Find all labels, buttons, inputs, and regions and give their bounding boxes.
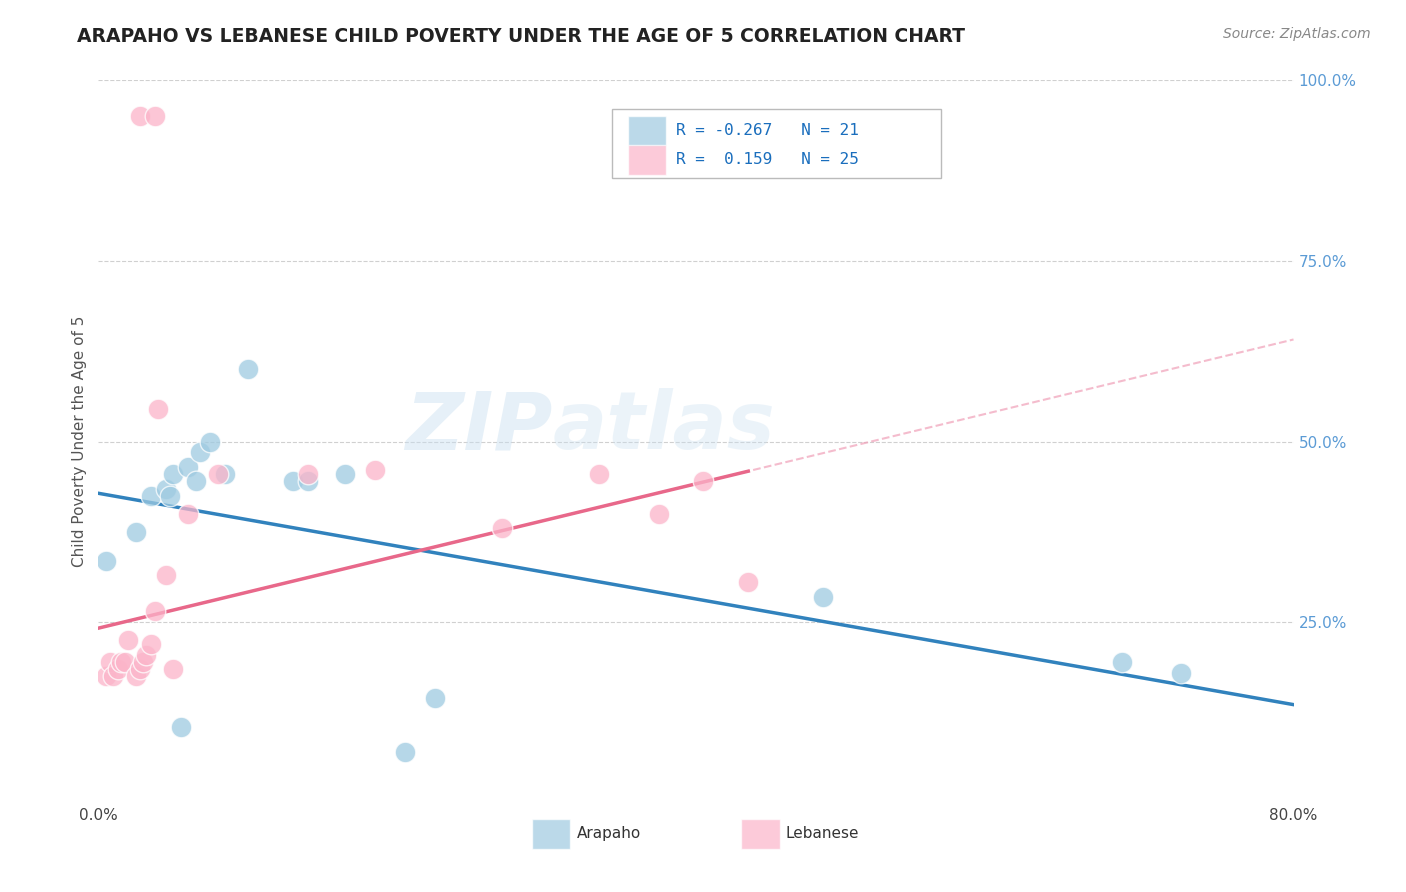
Point bbox=[207, 467, 229, 481]
Point bbox=[692, 475, 714, 489]
Point bbox=[135, 648, 157, 662]
Point bbox=[184, 475, 207, 489]
Point bbox=[125, 524, 148, 539]
Point bbox=[139, 637, 162, 651]
Point bbox=[1170, 665, 1192, 680]
Y-axis label: Child Poverty Under the Age of 5: Child Poverty Under the Age of 5 bbox=[72, 316, 87, 567]
Point bbox=[148, 402, 170, 417]
FancyBboxPatch shape bbox=[628, 116, 666, 146]
Point bbox=[155, 568, 177, 582]
Point bbox=[236, 362, 259, 376]
Point bbox=[143, 110, 166, 124]
Point bbox=[737, 575, 759, 590]
Point bbox=[129, 110, 152, 124]
Point bbox=[162, 467, 184, 481]
Point bbox=[214, 467, 236, 481]
Point bbox=[143, 604, 166, 618]
Point bbox=[94, 554, 117, 568]
Point bbox=[107, 662, 129, 676]
Point bbox=[394, 745, 416, 759]
Point bbox=[98, 655, 122, 669]
Point bbox=[588, 467, 610, 481]
FancyBboxPatch shape bbox=[741, 819, 779, 849]
Point bbox=[297, 475, 319, 489]
Point bbox=[162, 662, 184, 676]
Point bbox=[281, 475, 304, 489]
Point bbox=[188, 445, 211, 459]
Point bbox=[110, 655, 132, 669]
Text: Lebanese: Lebanese bbox=[786, 826, 859, 841]
FancyBboxPatch shape bbox=[533, 819, 571, 849]
Point bbox=[169, 720, 191, 734]
Point bbox=[125, 669, 148, 683]
Text: atlas: atlas bbox=[553, 388, 775, 467]
Point bbox=[200, 434, 222, 449]
Text: R =  0.159   N = 25: R = 0.159 N = 25 bbox=[676, 153, 859, 168]
Point bbox=[811, 590, 834, 604]
Point bbox=[139, 489, 162, 503]
Text: R = -0.267   N = 21: R = -0.267 N = 21 bbox=[676, 123, 859, 138]
Point bbox=[423, 691, 446, 706]
Point bbox=[491, 521, 513, 535]
Point bbox=[297, 467, 319, 481]
Point bbox=[364, 463, 387, 477]
Text: ZIP: ZIP bbox=[405, 388, 553, 467]
Point bbox=[1111, 655, 1133, 669]
Point bbox=[333, 467, 356, 481]
Point bbox=[177, 507, 200, 521]
Text: ARAPAHO VS LEBANESE CHILD POVERTY UNDER THE AGE OF 5 CORRELATION CHART: ARAPAHO VS LEBANESE CHILD POVERTY UNDER … bbox=[77, 27, 966, 45]
Point bbox=[114, 655, 136, 669]
Text: Source: ZipAtlas.com: Source: ZipAtlas.com bbox=[1223, 27, 1371, 41]
Point bbox=[129, 662, 152, 676]
Point bbox=[103, 669, 125, 683]
Point bbox=[117, 633, 139, 648]
Point bbox=[94, 669, 117, 683]
Point bbox=[155, 482, 177, 496]
FancyBboxPatch shape bbox=[613, 109, 941, 178]
Point bbox=[132, 655, 155, 669]
Text: Arapaho: Arapaho bbox=[576, 826, 641, 841]
Point bbox=[647, 507, 669, 521]
Point bbox=[177, 459, 200, 474]
Point bbox=[159, 489, 181, 503]
FancyBboxPatch shape bbox=[628, 145, 666, 175]
